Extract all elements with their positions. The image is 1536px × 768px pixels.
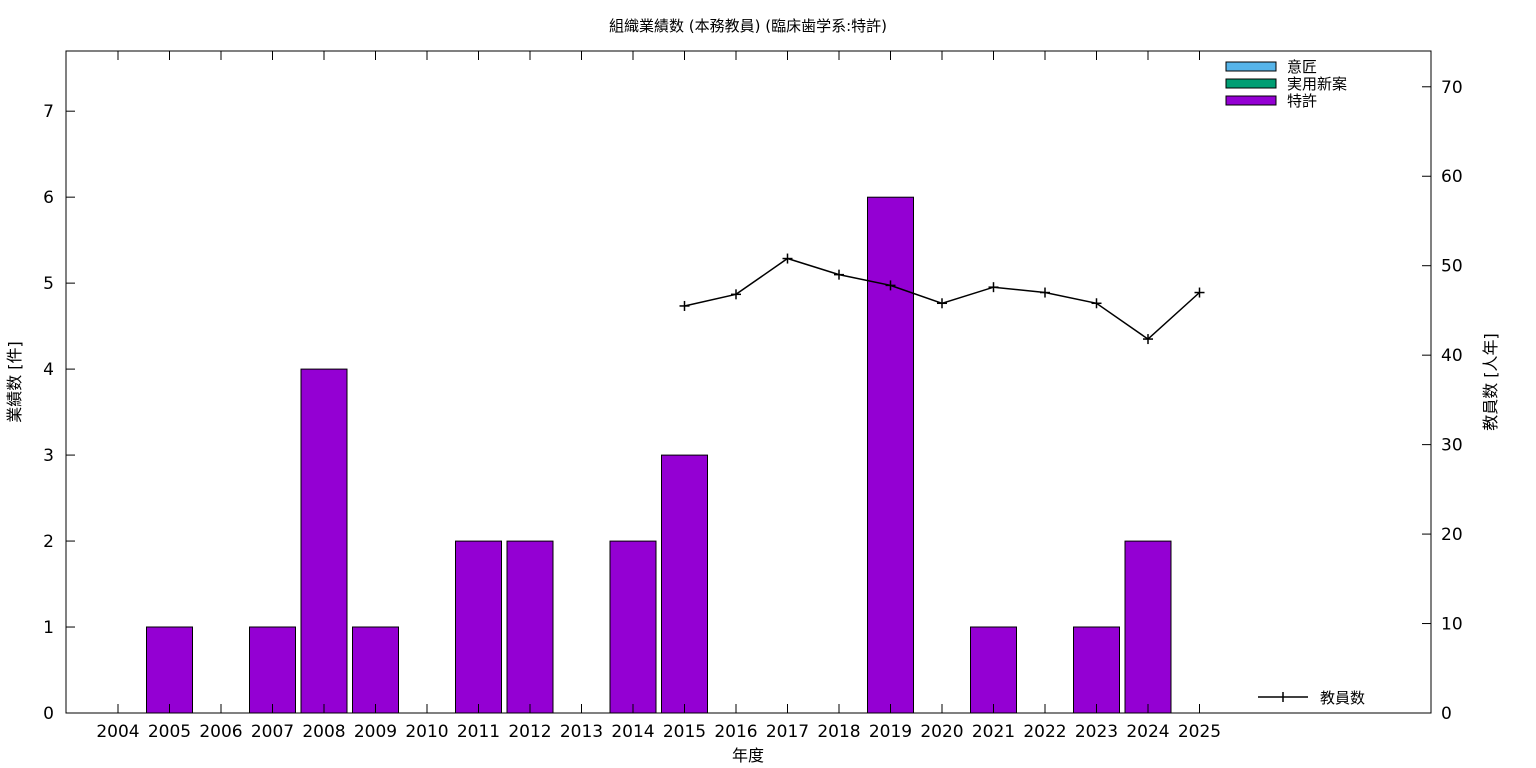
x-tick-label: 2008 — [302, 722, 345, 742]
bar-2-2015 — [661, 454, 708, 714]
bar-2-2007 — [249, 626, 296, 714]
x-tick-label: 2004 — [96, 722, 139, 742]
x-tick-label: 2021 — [972, 722, 1015, 742]
line-point-2024 — [1143, 334, 1153, 345]
line-point-2021 — [988, 282, 999, 293]
x-axis-label: 年度 — [732, 746, 764, 765]
line-point-2023 — [1091, 298, 1102, 309]
bars-group — [146, 196, 1172, 714]
x-tick-label: 2015 — [663, 722, 706, 742]
y2-tick-label: 70 — [1441, 78, 1463, 98]
x-tick-label: 2007 — [251, 722, 294, 742]
line-point-2025 — [1194, 287, 1205, 298]
x-tick-label: 2024 — [1126, 722, 1169, 742]
y2-tick-label: 60 — [1441, 167, 1463, 187]
x-tick-label: 2019 — [869, 722, 912, 742]
bar-2-2024 — [1124, 540, 1172, 714]
chart-title: 組織業績数 (本務教員) (臨床歯学系:特許) — [609, 17, 887, 35]
y-tick-label: 4 — [43, 360, 54, 380]
line-legend-label: 教員数 — [1320, 689, 1365, 707]
y-axis-label: 業績数 [件] — [5, 341, 24, 423]
y-tick-label: 0 — [43, 704, 54, 724]
y2-tick-label: 40 — [1441, 346, 1463, 366]
legend-swatch — [1225, 95, 1277, 106]
y-tick-label: 3 — [43, 446, 54, 466]
y2-tick-label: 20 — [1441, 525, 1463, 545]
line-point-2016 — [731, 289, 741, 300]
x-tick-label: 2005 — [148, 722, 191, 742]
bar-2-2019 — [867, 196, 914, 714]
line-point-2020 — [937, 298, 947, 309]
x-tick-label: 2006 — [199, 722, 242, 742]
bar-2-2009 — [352, 626, 399, 714]
line-point-2017 — [782, 253, 793, 264]
y2-axis-label: 教員数 [人年] — [1481, 333, 1500, 431]
x-tick-label: 2020 — [920, 722, 963, 742]
y-tick-label: 2 — [43, 532, 54, 552]
x-tick-label: 2022 — [1023, 722, 1066, 742]
line-point-2018 — [834, 269, 844, 280]
x-tick-label: 2017 — [766, 722, 809, 742]
x-tick-label: 2013 — [560, 722, 603, 742]
y-tick-label: 5 — [43, 274, 54, 294]
y2-tick-label: 30 — [1441, 436, 1463, 456]
line-legend: 教員数 — [1258, 689, 1365, 707]
x-tick-label: 2014 — [611, 722, 654, 742]
bar-2-2011 — [455, 540, 502, 714]
legend-label: 実用新案 — [1287, 75, 1347, 93]
y-tick-label: 1 — [43, 618, 54, 638]
line-point-2022 — [1040, 287, 1050, 298]
x-tick-label: 2012 — [508, 722, 551, 742]
legend-swatch — [1225, 61, 1277, 72]
y-tick-label: 7 — [43, 102, 54, 122]
x-tick-label: 2016 — [714, 722, 757, 742]
x-tick-label: 2025 — [1178, 722, 1221, 742]
x-tick-label: 2018 — [817, 722, 860, 742]
bar-2-2023 — [1073, 626, 1120, 714]
line-group — [679, 253, 1205, 345]
bar-2-2008 — [300, 368, 348, 714]
bar-2-2005 — [146, 626, 193, 714]
x-tick-label: 2009 — [354, 722, 397, 742]
x-tick-label: 2010 — [405, 722, 448, 742]
bar-2-2014 — [609, 540, 657, 714]
y2-tick-label: 0 — [1441, 704, 1452, 724]
plot-frame — [65, 50, 1432, 714]
legend-label: 特許 — [1287, 92, 1317, 110]
x-tick-label: 2011 — [457, 722, 500, 742]
bar-2-2012 — [506, 540, 554, 714]
line-point-2019 — [885, 280, 896, 291]
x-tick-label: 2023 — [1075, 722, 1118, 742]
y-tick-label: 6 — [43, 188, 54, 208]
y2-tick-label: 10 — [1441, 615, 1463, 635]
legend-swatch — [1225, 78, 1277, 89]
bar-2-2021 — [970, 626, 1017, 714]
y2-tick-label: 50 — [1441, 257, 1463, 277]
line-point-2015 — [679, 300, 690, 311]
legend-label: 意匠 — [1287, 58, 1317, 76]
